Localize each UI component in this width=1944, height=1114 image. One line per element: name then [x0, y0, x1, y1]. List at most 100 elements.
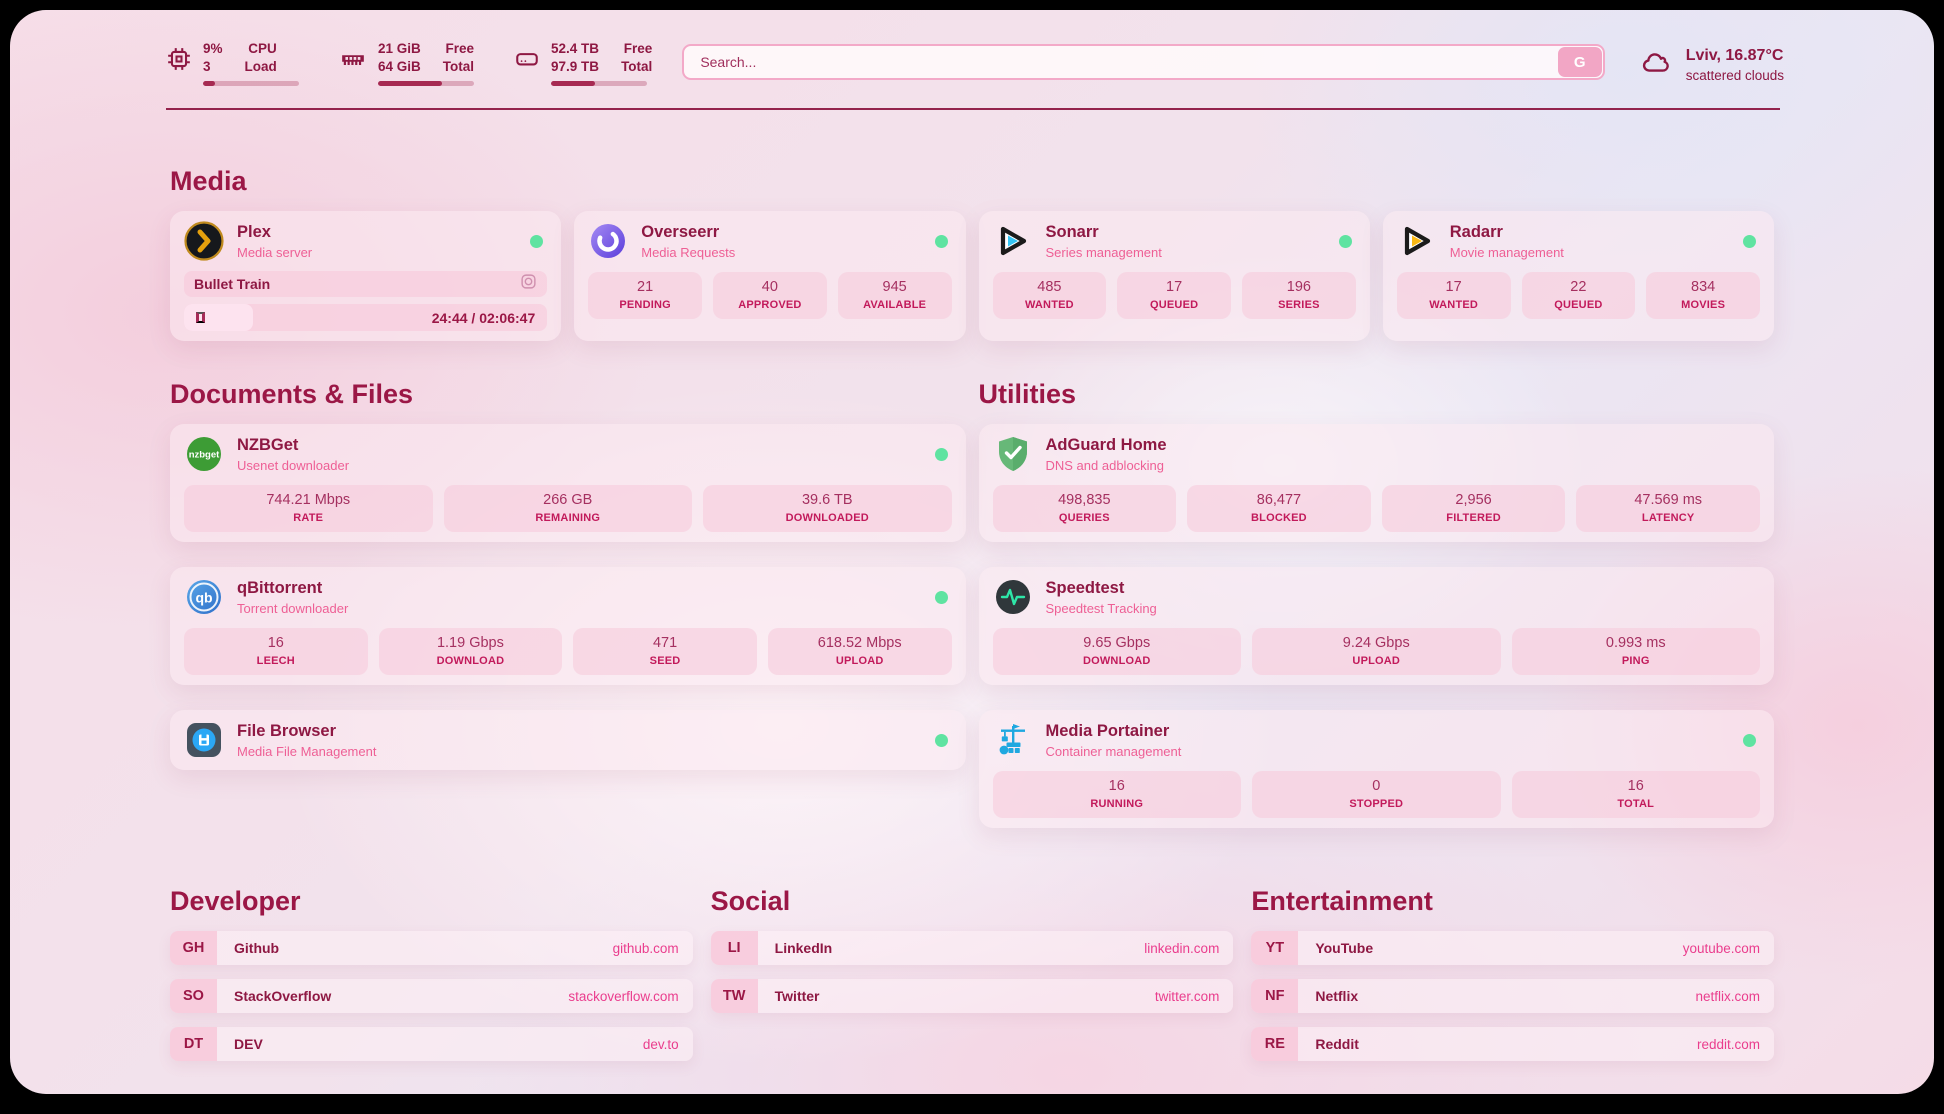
- stat-box: 39.6 TB DOWNLOADED: [703, 485, 952, 532]
- sonarr-title: Sonarr: [1045, 222, 1099, 241]
- svg-text:nzbget: nzbget: [189, 450, 220, 461]
- plex-card[interactable]: Plex Media server Bullet Train: [170, 211, 562, 341]
- system-stats: 9% 3 CPU Load: [166, 40, 652, 86]
- portainer-title: Media Portainer: [1045, 721, 1170, 740]
- radarr-title: Radarr: [1449, 222, 1503, 241]
- memory-total-label: Total: [442, 59, 475, 74]
- stat-box: 0 STOPPED: [1252, 771, 1501, 818]
- sonarr-status-dot: [1338, 234, 1352, 248]
- search-input[interactable]: [682, 44, 1605, 80]
- pause-icon[interactable]: [196, 312, 205, 323]
- memory-progress-track: [378, 81, 474, 86]
- plex-status-dot: [530, 234, 544, 248]
- radarr-icon: [1397, 221, 1437, 261]
- stat-box: 16 LEECH: [184, 628, 368, 675]
- playback-progress-bar: 24:44 / 02:06:47: [184, 304, 548, 331]
- overseerr-card[interactable]: Overseerr Media Requests 21 PENDING 40 A…: [574, 211, 966, 341]
- cpu-progress-fill: [203, 81, 215, 86]
- weather-location: Lviv, 16.87°C: [1685, 47, 1784, 64]
- search-engine-button[interactable]: G: [1557, 47, 1602, 77]
- link-row-twitter[interactable]: TW Twitter twitter.com: [710, 979, 1234, 1013]
- youtube-abbr-icon: YT: [1251, 931, 1299, 965]
- entertainment-section: Entertainment YT YouTube youtube.com NF …: [1251, 886, 1774, 1061]
- link-row-youtube[interactable]: YT YouTube youtube.com: [1251, 931, 1774, 965]
- utilities-section: Utilities: [978, 379, 1774, 828]
- filebrowser-card[interactable]: File Browser Media File Management: [170, 710, 966, 770]
- adguard-card[interactable]: AdGuard Home DNS and adblocking 498,835 …: [978, 424, 1774, 542]
- qbittorrent-status-dot: [934, 590, 948, 604]
- stat-box: 17 WANTED: [1396, 272, 1511, 319]
- cpu-progress-track: [203, 81, 299, 86]
- qbittorrent-subtitle: Torrent downloader: [237, 600, 349, 616]
- cpu-label: CPU: [248, 41, 277, 56]
- qbittorrent-icon: qb: [184, 577, 224, 617]
- adguard-title: AdGuard Home: [1045, 435, 1167, 454]
- speedtest-card[interactable]: Speedtest Speedtest Tracking 9.65 Gbps D…: [978, 567, 1774, 685]
- adguard-subtitle: DNS and adblocking: [1045, 457, 1165, 473]
- stat-box: 9.24 Gbps UPLOAD: [1252, 628, 1501, 675]
- stat-box: 40 APPROVED: [713, 272, 827, 319]
- stat-box: 498,835 QUERIES: [992, 485, 1177, 532]
- weather-widget: Lviv, 16.87°C scattered clouds: [1639, 46, 1784, 85]
- documents-section-heading: Documents & Files: [170, 379, 414, 409]
- stat-box: 16 RUNNING: [992, 771, 1241, 818]
- radarr-card[interactable]: Radarr Movie management 17 WANTED 22 QUE…: [1382, 211, 1774, 341]
- storage-progress-track: [551, 81, 648, 86]
- now-playing-row: Bullet Train: [184, 271, 548, 297]
- cloud-icon: [1639, 48, 1673, 83]
- qbittorrent-card[interactable]: qb qBittorrent Torrent downloader: [170, 567, 966, 685]
- overseerr-title: Overseerr: [641, 222, 720, 241]
- media-type-icon: [520, 273, 537, 295]
- stat-box: 618.52 Mbps UPLOAD: [767, 628, 952, 675]
- stat-box: 22 QUEUED: [1521, 272, 1636, 319]
- storage-progress-fill: [551, 81, 596, 86]
- plex-subtitle: Media server: [237, 244, 313, 260]
- cpu-chip-icon: [166, 46, 192, 86]
- filebrowser-title: File Browser: [237, 721, 337, 740]
- utilities-section-heading: Utilities: [978, 379, 1077, 409]
- link-row-dev[interactable]: DT DEV dev.to: [170, 1027, 693, 1061]
- radarr-status-dot: [1743, 234, 1756, 248]
- speedtest-pulse-icon: [993, 577, 1033, 617]
- social-section-heading: Social: [710, 886, 791, 916]
- memory-free-value: 21 GiB: [378, 41, 421, 56]
- link-row-stackoverflow[interactable]: SO StackOverflow stackoverflow.com: [170, 979, 693, 1013]
- link-row-github[interactable]: GH Github github.com: [170, 931, 693, 965]
- filebrowser-subtitle: Media File Management: [237, 743, 377, 759]
- now-playing-title: Bullet Train: [194, 276, 271, 292]
- sonarr-card[interactable]: Sonarr Series management 485 WANTED 17 Q…: [978, 211, 1370, 341]
- developer-section: Developer GH Github github.com SO StackO…: [170, 886, 693, 1061]
- stat-box: 17 QUEUED: [1117, 272, 1231, 319]
- portainer-card[interactable]: Media Portainer Container management 16 …: [978, 710, 1774, 828]
- stat-box: 2,956 FILTERED: [1381, 485, 1566, 532]
- reddit-abbr-icon: RE: [1251, 1027, 1299, 1061]
- stat-box: 266 GB REMAINING: [443, 485, 692, 532]
- portainer-subtitle: Container management: [1045, 743, 1182, 759]
- svg-text:qb: qb: [195, 590, 212, 606]
- sonarr-subtitle: Series management: [1045, 244, 1162, 260]
- media-section: Media Plex Media server: [170, 166, 1774, 341]
- adguard-shield-icon: [993, 434, 1033, 474]
- stat-box: 21 PENDING: [588, 272, 702, 319]
- memory-free-label: Free: [445, 41, 475, 56]
- hard-drive-icon: [514, 46, 540, 86]
- link-row-netflix[interactable]: NF Netflix netflix.com: [1251, 979, 1774, 1013]
- header-bar: 9% 3 CPU Load: [10, 10, 1934, 86]
- playback-time: 24:44 / 02:06:47: [431, 309, 536, 326]
- stat-box: 744.21 Mbps RATE: [184, 485, 433, 532]
- github-abbr-icon: GH: [170, 931, 217, 965]
- cpu-load-label: Load: [244, 59, 277, 74]
- link-row-linkedin[interactable]: LI LinkedIn linkedin.com: [710, 931, 1234, 965]
- stat-box: 1.19 Gbps DOWNLOAD: [378, 628, 563, 675]
- sonarr-icon: [993, 221, 1033, 261]
- social-section: Social LI LinkedIn linkedin.com TW Twitt…: [710, 886, 1234, 1013]
- cpu-percent: 9%: [203, 41, 223, 56]
- qbittorrent-title: qBittorrent: [237, 578, 323, 597]
- weather-condition: scattered clouds: [1685, 68, 1784, 83]
- radarr-subtitle: Movie management: [1449, 244, 1564, 260]
- link-row-reddit[interactable]: RE Reddit reddit.com: [1251, 1027, 1774, 1061]
- portainer-status-dot: [1743, 733, 1756, 747]
- nzbget-subtitle: Usenet downloader: [237, 457, 350, 473]
- overseerr-status-dot: [934, 234, 948, 248]
- nzbget-card[interactable]: nzbget NZBGet Usenet downloader 74: [170, 424, 966, 542]
